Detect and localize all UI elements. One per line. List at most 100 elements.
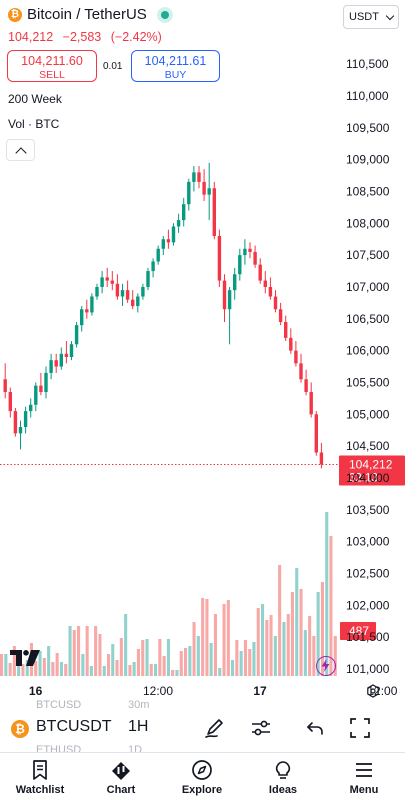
candle	[309, 382, 313, 418]
candle	[49, 353, 53, 380]
volume-bar	[265, 620, 269, 676]
candle	[273, 290, 278, 313]
volume-bar	[4, 654, 8, 676]
candle-body	[54, 360, 58, 367]
volume-bar	[308, 616, 312, 676]
price-tick-label: 105,500	[346, 375, 390, 389]
candle-body	[253, 251, 257, 265]
volume-bar	[290, 592, 294, 676]
interval-picker[interactable]: 1H	[128, 718, 149, 735]
fullscreen-icon[interactable]	[348, 716, 372, 740]
time-tick-label: 12:00	[367, 684, 397, 698]
candle-body	[222, 280, 227, 310]
candle-body	[248, 248, 252, 252]
candle	[151, 258, 155, 278]
candle	[278, 302, 283, 326]
volume-bar	[141, 640, 145, 676]
candle-body	[263, 280, 267, 287]
volume-legend[interactable]: Vol · BTC	[8, 117, 60, 131]
nav-label: Watchlist	[15, 784, 65, 796]
lightning-button[interactable]	[316, 656, 336, 676]
bitcoin-icon: ₿	[11, 720, 29, 738]
indicators-icon[interactable]	[249, 716, 273, 740]
candle-body	[85, 309, 89, 313]
candle-body	[18, 427, 23, 434]
volume-bar	[115, 660, 119, 676]
price-summary: 104,212 −2,583 (−2.42%)	[8, 30, 168, 44]
currency-select[interactable]: USDT	[343, 5, 399, 29]
candle	[156, 245, 160, 265]
price-tick-label: 108,500	[346, 184, 390, 198]
candle	[294, 341, 298, 367]
candle-body	[120, 290, 125, 297]
volume-bar	[299, 589, 303, 676]
candle-body	[131, 299, 135, 307]
candle-body	[233, 274, 237, 291]
candle-body	[136, 296, 140, 307]
buy-button[interactable]: 104,211.61 BUY	[131, 50, 220, 82]
nav-ideas[interactable]: Ideas	[243, 759, 323, 796]
candle	[304, 369, 308, 396]
volume-bar	[171, 670, 175, 676]
candle	[125, 280, 130, 303]
volume-bar	[205, 599, 209, 676]
nav-watchlist[interactable]: Watchlist	[0, 759, 80, 796]
symbol-header: ₿ Bitcoin / TetherUS 104,212 −2,583 (−2.…	[0, 0, 405, 161]
lightbulb-icon	[275, 761, 291, 779]
candle	[243, 239, 247, 265]
candle	[85, 299, 89, 319]
volume-bar	[98, 634, 102, 676]
candle	[197, 165, 201, 189]
volume-bar	[128, 665, 132, 676]
candle	[64, 341, 69, 364]
price-tick-label: 107,000	[346, 280, 390, 294]
symbol-picker[interactable]: BTCUSDT	[36, 718, 112, 735]
candle	[120, 283, 125, 307]
chart-settings-icon[interactable]	[366, 684, 380, 698]
volume-bar	[252, 642, 256, 676]
nav-label: Chart	[106, 784, 136, 796]
volume-bar	[8, 663, 12, 676]
candle-body	[105, 277, 109, 281]
candle-body	[74, 325, 79, 345]
candle-body	[171, 226, 176, 243]
volume-bar	[149, 664, 153, 676]
nav-menu[interactable]: Menu	[324, 759, 404, 796]
indicator-legend[interactable]: 200 Week	[8, 92, 62, 106]
volume-bar	[278, 565, 282, 676]
volume-bar	[316, 592, 320, 676]
volume-bar	[286, 614, 290, 676]
time-axis[interactable]: 16 12:00 17 12:00	[29, 684, 398, 698]
volume-bar	[42, 658, 46, 676]
collapse-legend-button[interactable]	[6, 139, 35, 161]
volume-bar	[222, 604, 226, 676]
candle-body	[100, 277, 104, 287]
candle	[13, 407, 18, 437]
undo-icon[interactable]	[303, 716, 327, 740]
chevron-down-icon	[385, 11, 395, 20]
volume-bar	[64, 664, 68, 676]
nav-explore[interactable]: Explore	[162, 759, 242, 796]
candle	[314, 411, 318, 456]
current-price-label: 104,212	[349, 457, 393, 471]
time-tick-label: 17	[253, 684, 267, 698]
candlestick-series	[3, 162, 324, 469]
ghost-interval: 30m	[128, 699, 150, 711]
nav-label: Ideas	[268, 784, 298, 796]
volume-bar	[243, 640, 247, 676]
candle-body	[294, 350, 298, 364]
candle-body	[227, 290, 232, 310]
candle-body	[34, 385, 38, 405]
candle	[202, 169, 206, 201]
price-axis[interactable]: 101,000 101,500 102,000 102,500 103,000 103,5…	[346, 57, 390, 676]
nav-chart[interactable]: Chart	[81, 759, 161, 796]
candle-body	[64, 353, 69, 357]
price-tick-label: 103,500	[346, 503, 390, 517]
volume-bar	[119, 638, 123, 676]
drawing-tools-icon[interactable]	[203, 716, 227, 740]
candle	[59, 347, 63, 370]
pair-title-row[interactable]: ₿ Bitcoin / TetherUS	[8, 6, 173, 23]
sell-button[interactable]: 104,211.60 SELL	[7, 50, 97, 82]
candle-body	[243, 248, 247, 256]
